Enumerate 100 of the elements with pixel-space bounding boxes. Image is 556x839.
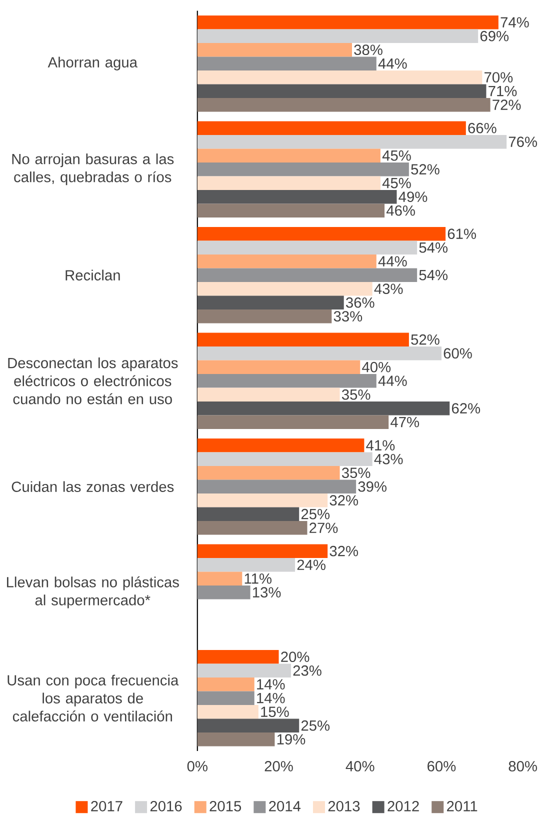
bar: [197, 664, 291, 678]
bar: [197, 15, 498, 30]
data-label: 76%: [508, 136, 537, 148]
bar: [197, 544, 328, 558]
data-label: 72%: [492, 100, 521, 110]
bar: [197, 70, 482, 84]
data-label: 40%: [362, 362, 390, 372]
x-tick-label: 40%: [346, 761, 374, 772]
legend-label: 2016: [150, 801, 182, 812]
x-tick-label: 80%: [508, 761, 537, 772]
bar: [197, 121, 466, 135]
bar: [197, 520, 308, 535]
data-label: 13%: [252, 587, 281, 598]
data-label: 66%: [468, 122, 496, 134]
data-label: 35%: [342, 389, 370, 400]
data-label: 35%: [342, 468, 370, 478]
data-label: 61%: [448, 228, 476, 240]
bar: [197, 204, 384, 218]
bar: [197, 162, 409, 176]
data-label: 14%: [256, 679, 285, 690]
bar: [197, 704, 258, 719]
bar: [197, 438, 364, 452]
bar: [197, 29, 478, 43]
x-tick-label: 60%: [427, 761, 456, 772]
data-label: 39%: [358, 481, 386, 492]
bar: [197, 374, 376, 388]
bar: [197, 226, 446, 241]
x-tick-label: 0%: [187, 761, 208, 772]
bar: [197, 415, 389, 429]
bar: [197, 282, 372, 296]
bar: [197, 677, 254, 692]
data-label: 14%: [256, 692, 285, 704]
y-tick-label: Desconectan los aparatos eléctricos o electrónicos cuando no están en uso: [8, 357, 178, 404]
bar: [197, 493, 328, 508]
bar: [197, 691, 254, 705]
data-label: 43%: [374, 454, 403, 464]
x-tick-label: 20%: [264, 761, 293, 772]
bar: [197, 572, 242, 586]
legend-label: 2011: [446, 801, 478, 812]
bar: [197, 296, 344, 310]
bar: [197, 480, 356, 494]
legend-label: 2014: [268, 801, 300, 812]
data-label: 32%: [330, 546, 358, 556]
data-label: 70%: [484, 72, 513, 83]
data-label: 25%: [301, 720, 330, 731]
legend-label: 2017: [91, 801, 122, 812]
data-label: 47%: [390, 416, 419, 428]
data-label: 44%: [378, 376, 407, 386]
bar: [197, 190, 397, 204]
y-tick-label: Usan con poca frecuencia los aparatos de calefacción o ventilación: [8, 674, 179, 722]
data-label: 36%: [346, 297, 374, 308]
bar: [197, 401, 450, 416]
data-label: 69%: [480, 30, 508, 42]
data-label: 33%: [334, 311, 362, 322]
data-label: 45%: [382, 178, 411, 188]
data-label: 45%: [382, 150, 411, 161]
bar: [197, 650, 279, 664]
bar: [197, 240, 417, 254]
bar: [197, 56, 376, 70]
bar: [197, 268, 417, 282]
data-label: 60%: [444, 348, 472, 359]
bar: [197, 507, 300, 521]
legend-label: 2013: [328, 801, 360, 812]
bar: [197, 388, 340, 402]
bar: [197, 84, 486, 98]
data-label: 19%: [277, 734, 306, 745]
legend-label: 2012: [388, 801, 419, 812]
bar: [197, 254, 376, 268]
data-label: 62%: [452, 403, 480, 414]
data-label: 44%: [378, 256, 407, 266]
bar: [197, 718, 300, 732]
data-label: 25%: [301, 508, 330, 520]
data-label: 74%: [500, 17, 529, 28]
bar: [197, 332, 409, 346]
data-label: 11%: [244, 573, 272, 584]
data-label: 54%: [419, 242, 448, 253]
bar: [197, 176, 380, 190]
data-label: 46%: [386, 205, 415, 216]
data-label: 24%: [297, 560, 326, 570]
data-label: 38%: [354, 44, 382, 56]
bar: [197, 360, 360, 374]
y-tick-label: Cuidan las zonas verdes: [12, 481, 174, 492]
bar: [197, 585, 250, 600]
data-label: 49%: [398, 192, 428, 202]
y-tick-label: Reciclan: [66, 270, 120, 280]
data-label: 44%: [378, 58, 407, 69]
data-label: 71%: [488, 86, 517, 96]
bar: [197, 309, 332, 324]
bar: [197, 98, 490, 112]
data-label: 54%: [419, 270, 448, 280]
legend-label: 2015: [210, 801, 241, 812]
data-label: 52%: [411, 164, 440, 175]
data-label: 27%: [309, 522, 338, 533]
data-label: 32%: [330, 495, 358, 506]
data-label: 41%: [366, 440, 395, 450]
bar: [197, 732, 275, 746]
y-tick-label: Ahorran agua: [48, 56, 138, 70]
bar: [197, 466, 340, 480]
data-label: 52%: [411, 334, 440, 345]
bar: [197, 558, 295, 572]
